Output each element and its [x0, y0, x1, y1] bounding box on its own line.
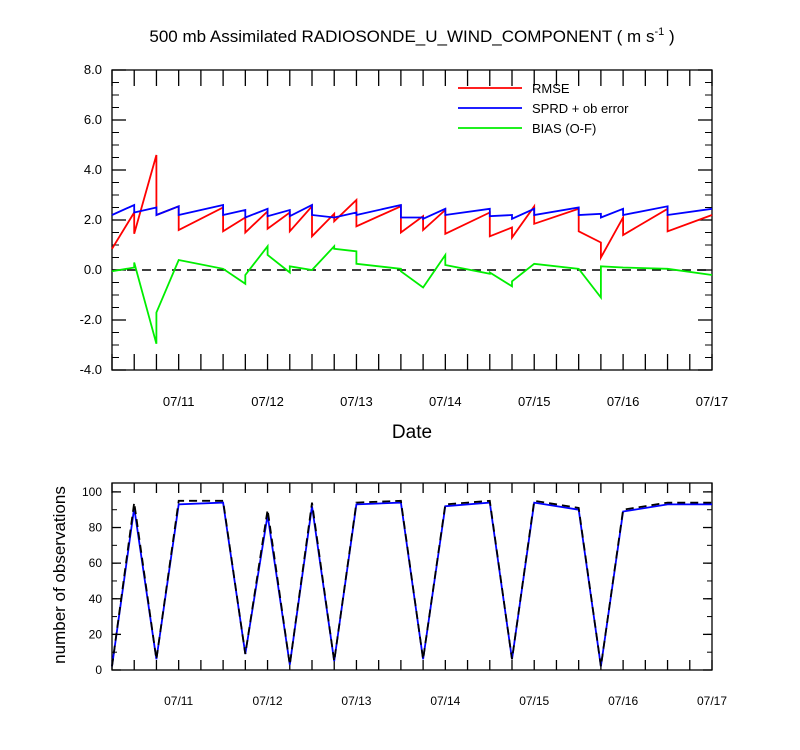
series-line-sprd-ob-error — [111, 203, 713, 221]
legend-label: BIAS (O-F) — [532, 121, 596, 136]
top-plot-area: 07/11 07/12 07/13 07/14 07/15 07/16 07/17 -4.0 -… — [80, 62, 729, 409]
y-tick-label: 80 — [89, 521, 103, 535]
x-axis-label: Date — [392, 422, 432, 443]
y-tick-label: 100 — [82, 485, 102, 499]
y-axis-label: number of observations — [50, 486, 69, 664]
y-tick-label: 4.0 — [84, 162, 102, 177]
y-tick-label: -4.0 — [80, 362, 102, 377]
x-tick-label: 07/14 — [430, 694, 460, 708]
chart-title-superscript: -1 — [654, 26, 664, 38]
legend-label: SPRD + ob error — [532, 101, 629, 116]
chart-title-end: ) — [664, 27, 674, 46]
y-tick-label: -2.0 — [80, 312, 102, 327]
y-tick-label: 20 — [89, 627, 103, 641]
legend-label: RMSE — [532, 81, 570, 96]
y-tick-label: 40 — [89, 592, 103, 606]
y-tick-label: 8.0 — [84, 62, 102, 77]
x-tick-label: 07/12 — [251, 394, 284, 409]
x-tick-label: 07/12 — [253, 694, 283, 708]
x-tick-label: 07/13 — [341, 694, 371, 708]
bottom-plot-area: 07/11 07/12 07/13 07/14 07/15 07/16 07/17 0 20 40… — [82, 482, 727, 708]
x-tick-label: 07/16 — [607, 394, 640, 409]
bottom-panel: 07/11 07/12 07/13 07/14 07/15 07/16 07/17 0 20 40… — [50, 482, 727, 708]
x-tick-label: 07/15 — [518, 394, 551, 409]
y-tick-label: 60 — [89, 556, 103, 570]
plot-frame — [111, 482, 713, 671]
top-panel: 500 mb Assimilated RADIOSONDE_U_WIND_COM… — [80, 26, 729, 443]
x-tick-label: 07/11 — [164, 694, 193, 708]
series-line-bias-o-f- — [111, 243, 713, 345]
y-tick-label: 6.0 — [84, 112, 102, 127]
y-tick-label: 0 — [95, 663, 102, 677]
x-tick-label: 07/14 — [429, 394, 462, 409]
series-line-rmse — [111, 154, 713, 261]
x-tick-label: 07/16 — [608, 694, 638, 708]
x-tick-label: 07/11 — [163, 394, 195, 409]
series-line-solid-0 — [111, 501, 712, 667]
chart-title: 500 mb Assimilated RADIOSONDE_U_WIND_COM… — [149, 26, 674, 46]
legend: RMSE SPRD + ob error BIAS (O-F) — [458, 81, 629, 136]
x-tick-label: 07/13 — [340, 394, 373, 409]
x-tick-label: 07/17 — [697, 694, 727, 708]
series-line-dashed-1 — [111, 499, 712, 667]
y-tick-label: 2.0 — [84, 212, 102, 227]
x-tick-label: 07/15 — [519, 694, 549, 708]
y-tick-label: 0.0 — [84, 262, 102, 277]
x-tick-label: 07/17 — [696, 394, 729, 409]
